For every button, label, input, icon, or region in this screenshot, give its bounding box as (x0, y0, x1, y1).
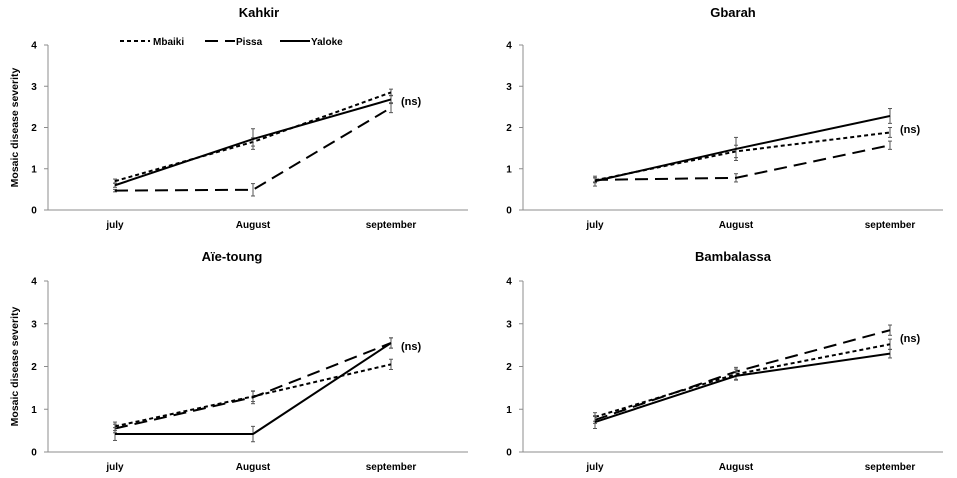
y-axis-label: Mosaic disease severity (9, 307, 21, 427)
legend-label-mbaiki: Mbaiki (153, 37, 184, 48)
legend: Mbaiki Pissa Yaloke (120, 37, 343, 48)
y-axis-label: Mosaic disease severity (9, 68, 21, 188)
significance-annotation: (ns) (401, 96, 422, 108)
x-tick-label: september (865, 220, 916, 231)
y-tick-label: 4 (506, 277, 512, 288)
chart-title: Kahkir (239, 5, 279, 20)
x-tick-label: july (585, 462, 604, 473)
y-tick-label: 0 (31, 448, 37, 459)
y-tick-label: 2 (506, 362, 512, 373)
chart-panel-3: Aïe-toung 0 1 2 3 4 july August september Mosaic … (9, 249, 468, 473)
x-tick-label: july (105, 462, 124, 473)
series-line-pissa (114, 342, 392, 430)
y-tick-label: 3 (31, 82, 37, 93)
y-tick-label: 4 (31, 41, 37, 52)
series-line-yaloke (115, 342, 392, 436)
y-tick-label: 2 (31, 362, 37, 373)
x-tick-label: july (105, 220, 124, 231)
y-tick-label: 3 (506, 319, 512, 330)
significance-annotation: (ns) (900, 124, 921, 136)
x-tick-label: september (865, 462, 916, 473)
chart-panel-2: Gbarah 0 1 2 3 4 july August september (ns) (506, 5, 943, 231)
legend-label-pissa: Pissa (236, 37, 263, 48)
y-tick-label: 2 (31, 123, 37, 134)
y-tick-label: 2 (506, 123, 512, 134)
y-tick-label: 1 (506, 405, 512, 416)
chart-title: Gbarah (710, 5, 756, 20)
series-line-pissa (594, 144, 891, 181)
y-tick-label: 0 (31, 206, 37, 217)
y-tick-label: 0 (506, 448, 512, 459)
y-tick-label: 4 (31, 277, 37, 288)
x-tick-label: september (366, 462, 417, 473)
significance-annotation: (ns) (900, 333, 921, 345)
x-tick-label: August (719, 462, 754, 473)
y-tick-label: 1 (31, 164, 37, 175)
y-tick-label: 3 (31, 319, 37, 330)
x-tick-label: september (366, 220, 417, 231)
y-tick-label: 1 (506, 164, 512, 175)
series-line-mbaiki (594, 343, 891, 418)
legend-label-yaloke: Yaloke (311, 37, 343, 48)
series-line-mbaiki (594, 131, 891, 182)
chart-title: Aïe-toung (202, 249, 263, 264)
y-tick-label: 3 (506, 82, 512, 93)
chart-panel-4: Bambalassa 0 1 2 3 4 july August september (ns) (506, 249, 943, 473)
x-tick-label: August (719, 220, 754, 231)
significance-annotation: (ns) (401, 341, 422, 353)
series-line-yaloke (594, 352, 891, 424)
chart-title: Bambalassa (695, 249, 772, 264)
chart-panel-1: Kahkir 0 1 2 3 4 july August september Mosaic dis… (9, 5, 468, 231)
x-tick-label: August (236, 220, 271, 231)
x-tick-label: july (585, 220, 604, 231)
x-tick-label: August (236, 462, 271, 473)
series-line-yaloke (594, 114, 891, 183)
y-tick-label: 0 (506, 206, 512, 217)
series-line-pissa (114, 106, 392, 192)
y-tick-label: 4 (506, 41, 512, 52)
y-tick-label: 1 (31, 405, 37, 416)
series-line-yaloke (114, 98, 392, 187)
